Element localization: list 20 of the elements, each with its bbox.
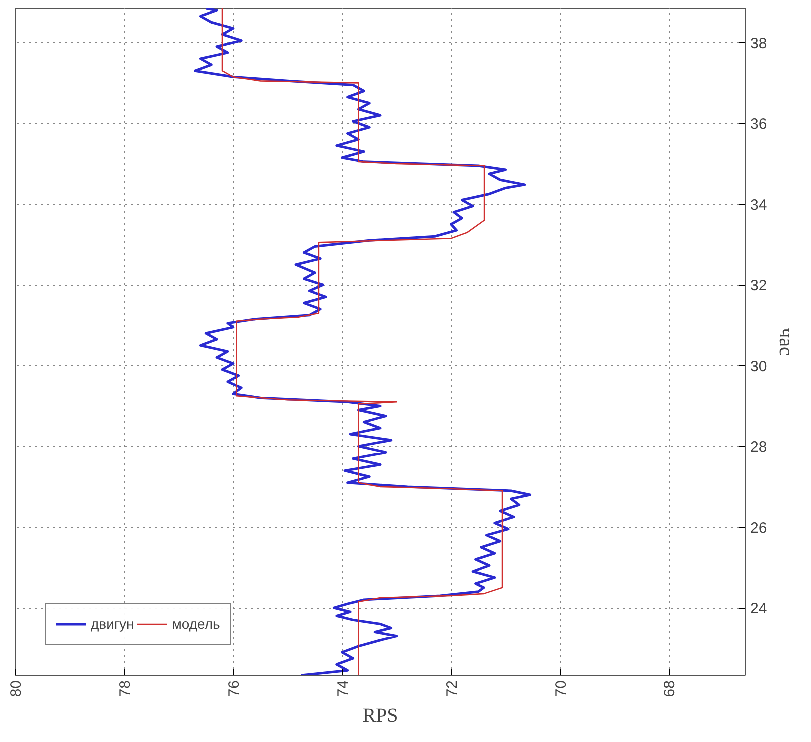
y-tick-label: 26 [750,520,768,537]
y-tick-label: 28 [750,439,768,456]
legend-label: двигун [91,616,134,632]
y-tick-label: 24 [750,600,768,618]
y-tick-label: 38 [750,35,768,52]
y-tick-label: 32 [750,278,768,295]
x-tick-label: 70 [552,680,570,698]
legend-label: модель [172,616,220,632]
y-tick-label: 30 [750,358,768,376]
y-tick-label: 36 [750,116,768,134]
x-axis-title: RPS [362,705,398,728]
x-tick-label: 76 [226,680,243,698]
x-tick-label: 78 [116,680,134,698]
y-axis-title: час [775,328,798,356]
y-tick-label: 34 [750,196,768,214]
x-tick-label: 68 [662,680,679,698]
line-series [222,8,504,676]
x-tick-label: 72 [444,680,461,698]
x-tick-label: 74 [334,680,352,698]
x-tick-label: 80 [8,680,25,698]
